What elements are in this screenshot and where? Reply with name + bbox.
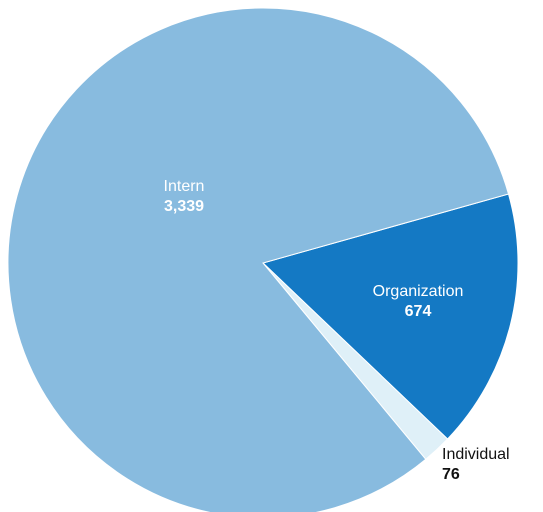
slice-value: 674 xyxy=(405,303,432,320)
pie-slice xyxy=(7,7,510,512)
slice-label: Intern xyxy=(164,178,205,195)
slice-value: 3,339 xyxy=(164,198,204,215)
slice-value: 76 xyxy=(442,466,460,483)
slice-label: Organization xyxy=(373,283,464,300)
slice-label: Individual xyxy=(442,446,510,463)
pie-slice xyxy=(262,193,519,440)
